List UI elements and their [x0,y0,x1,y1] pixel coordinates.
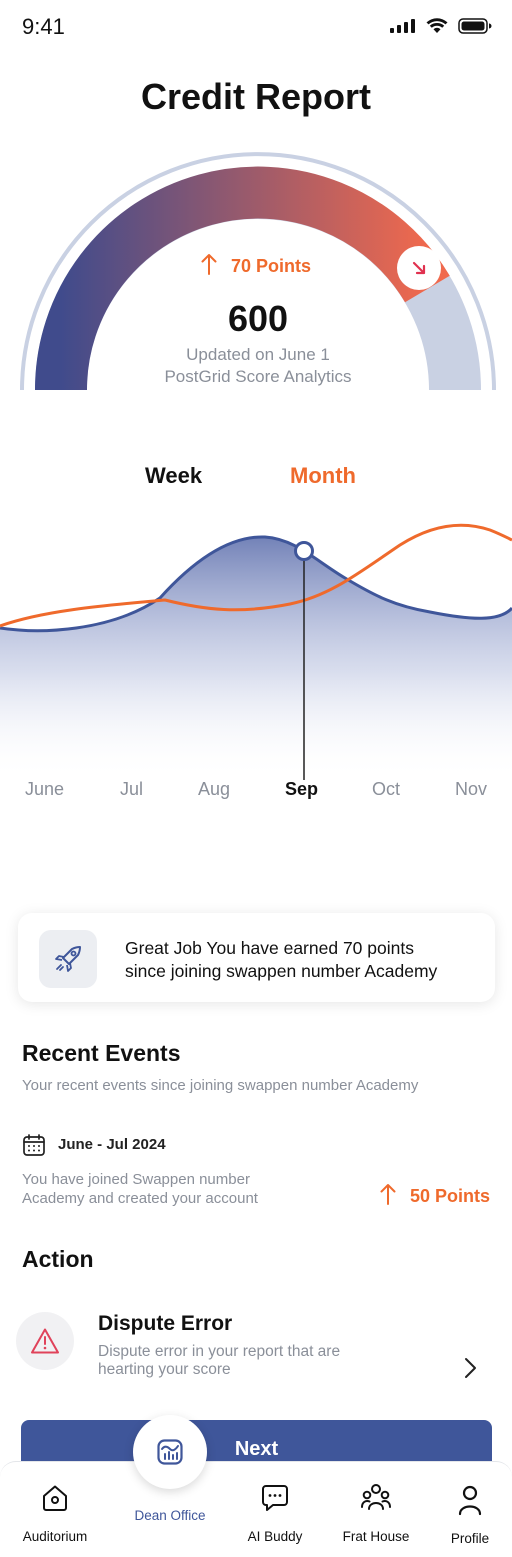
chevron-right-icon[interactable] [460,1356,480,1380]
wifi-icon [426,18,448,33]
nav-item-frat-house[interactable]: Frat House [326,1481,426,1544]
score-trend-chart[interactable] [0,510,512,790]
achievement-line-2: since joining swappen number Academy [125,961,438,981]
arrow-down-right-icon [412,261,426,275]
event-points: 50 Points [380,1183,490,1207]
warning-icon [31,1328,59,1354]
nav-item-dean-office[interactable]: Dean Office [120,1508,220,1523]
points-gained-label: 70 Points [230,256,312,276]
tab-week[interactable]: Week [145,463,203,488]
achievement-card: Great Job You have earned 70 points sinc… [18,913,495,1002]
nav-item-auditorium[interactable]: Auditorium [5,1481,105,1544]
event-desc-line-1: You have joined Swappen number [22,1171,250,1188]
calendar-icon [23,1134,45,1156]
month-label-june[interactable]: June [25,779,65,799]
arrow-up-icon [380,1184,396,1205]
gauge-outer-ring [20,152,496,391]
dashboard-icon [157,1439,183,1465]
month-label-nov[interactable]: Nov [455,779,488,799]
page-title: Credit Report [140,76,371,117]
nav-label-frat-house: Frat House [342,1529,410,1544]
credit-score-gauge [20,152,496,391]
nav-item-ai-buddy[interactable]: AI Buddy [225,1481,325,1544]
nav-label-auditorium: Auditorium [22,1529,88,1544]
chart-area-fill [0,536,512,780]
score-source: PostGrid Score Analytics [164,367,352,386]
event-date: June - Jul 2024 [58,1136,166,1153]
status-time: 9:41 [22,14,65,39]
status-icons [390,18,492,34]
achievement-line-1: Great Job You have earned 70 points [125,938,414,958]
event-points-label: 50 Points [409,1186,490,1206]
tab-month[interactable]: Month [290,463,356,488]
home-icon [43,1485,67,1511]
month-label-sep[interactable]: Sep [285,779,319,799]
credit-score: 600 [227,298,289,339]
dispute-desc-line-2: hearting your score [98,1361,231,1378]
rocket-icon-container [39,930,97,988]
cellular-signal-icon [390,19,415,33]
nav-label-ai-buddy: AI Buddy [247,1529,303,1544]
nav-item-profile[interactable]: Profile [420,1483,512,1546]
month-label-jul[interactable]: Jul [120,779,144,799]
chat-icon [262,1485,288,1511]
month-label-aug[interactable]: Aug [198,779,231,799]
nav-label-profile: Profile [450,1531,490,1546]
action-title: Action [22,1246,94,1272]
dispute-error-description: Dispute error in your report that are he… [98,1343,388,1379]
group-icon [361,1484,391,1510]
event-desc-line-2: Academy and created your account [22,1190,258,1207]
bottom-nav [0,1461,512,1557]
gauge-progress [34,166,450,391]
achievement-text: Great Job You have earned 70 points sinc… [125,937,485,983]
event-description: You have joined Swappen number Academy a… [22,1170,312,1208]
month-label-oct[interactable]: Oct [372,779,401,799]
rocket-icon [55,946,81,972]
dispute-desc-line-1: Dispute error in your report that are [98,1343,341,1360]
chart-series-blue [0,535,512,633]
recent-events-title: Recent Events [22,1040,181,1066]
updated-date: Updated on June 1 [186,345,330,364]
chart-series-orange [0,523,512,628]
user-icon [458,1485,482,1516]
points-gained: 70 Points [0,253,512,277]
recent-events-subtitle: Your recent events since joining swappen… [22,1077,419,1094]
warning-icon-container [16,1312,74,1370]
nav-label-dean-office: Dean Office [134,1508,206,1523]
dean-office-fab[interactable] [141,1423,199,1481]
battery-icon [458,18,492,34]
arrow-up-icon [201,254,217,275]
chart-selected-point [294,541,314,561]
dispute-error-title[interactable]: Dispute Error [98,1312,233,1335]
